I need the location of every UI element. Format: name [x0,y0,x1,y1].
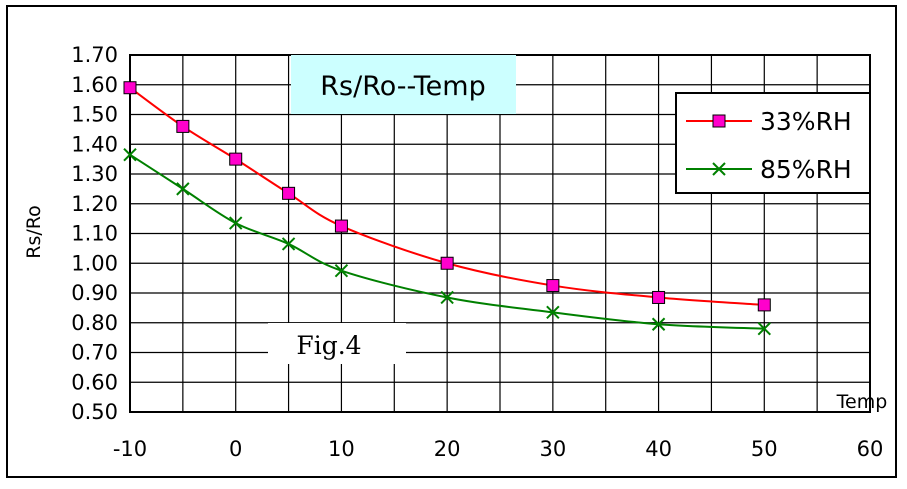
data-point [757,321,771,336]
series-line [129,86,765,306]
data-point [440,256,454,270]
x-tick-label: 50 [751,437,778,461]
x-axis-label: Temp [836,391,888,413]
data-point [281,237,296,251]
y-tick-label: 0.70 [71,341,118,365]
y-tick-label: 1.20 [71,192,118,216]
y-tick-label: 1.10 [71,222,118,246]
legend: 33%RH 85%RH [675,92,871,194]
y-axis-label: Rs/Ro [23,205,45,258]
x-tick-label: -10 [113,437,147,461]
y-tick-label: 1.70 [71,43,118,67]
data-point [546,279,560,293]
data-point [229,216,243,230]
fig-label: Fig.4 [296,331,361,360]
y-tick-label: 0.80 [71,311,118,335]
chart-title: Rs/Ro--Temp [320,71,485,102]
series-layer [123,81,771,336]
data-point [176,182,190,196]
x-tick-labels: -10 0 10 20 30 40 50 60 [113,437,884,461]
x-tick-label: 10 [328,437,355,461]
x-tick-label: 40 [645,437,672,461]
data-point [652,290,666,304]
data-point [546,305,560,320]
fig-label-box [268,323,406,364]
x-tick-label: 60 [857,437,884,461]
y-tick-label: 1.50 [71,103,118,127]
y-tick-label: 1.40 [71,132,118,156]
y-tick-label: 0.50 [71,400,118,424]
data-point [651,317,666,331]
series-33rh [123,81,771,312]
chart-title-box [291,55,516,114]
data-point [123,81,137,95]
x-tick-label: 30 [539,437,566,461]
legend-box [675,92,871,194]
data-point [440,290,454,305]
data-point [757,298,771,312]
y-tick-label: 1.30 [71,162,118,186]
x-tick-label: 20 [434,437,461,461]
data-point [334,263,349,278]
legend-marker-33rh [712,114,726,128]
data-point [176,119,190,133]
series-line [129,153,765,330]
data-point [334,219,348,233]
x-tick-label: 0 [229,437,242,461]
y-tick-label: 1.00 [71,251,118,275]
legend-marker-85rh [712,162,726,176]
y-tick-label: 0.90 [71,281,118,305]
y-tick-label: 1.60 [71,73,118,97]
legend-label-33rh: 33%RH [760,107,852,136]
data-point [123,147,137,162]
legend-label-85rh: 85%RH [760,155,852,184]
y-tick-labels: 0.50 0.60 0.70 0.80 0.90 1.00 1.10 1.20 1.30 1.40… [71,43,118,424]
data-point [229,152,243,166]
data-point [282,186,296,200]
y-tick-label: 0.60 [71,370,118,394]
series-85rh [123,147,771,336]
